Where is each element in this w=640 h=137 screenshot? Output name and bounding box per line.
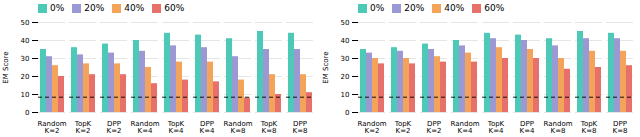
html-text:0%: 0% bbox=[370, 3, 385, 13]
html-text:20%: 20% bbox=[84, 3, 105, 13]
svg-text:RandomK=2: RandomK=2 bbox=[358, 120, 387, 135]
svg-text:0: 0 bbox=[345, 109, 349, 117]
svg-text:DPPK=4: DPPK=4 bbox=[200, 120, 215, 135]
svg-text:10: 10 bbox=[341, 91, 350, 99]
svg-text:20: 20 bbox=[341, 73, 350, 81]
svg-text:DPPK=2: DPPK=2 bbox=[107, 120, 122, 135]
svg-text:EM Score: EM Score bbox=[2, 51, 10, 83]
svg-text:40: 40 bbox=[341, 37, 350, 45]
svg-text:40: 40 bbox=[21, 37, 30, 45]
html-text:60%: 60% bbox=[484, 3, 505, 13]
svg-text:30: 30 bbox=[341, 55, 350, 63]
svg-text:50: 50 bbox=[21, 19, 30, 27]
svg-text:30: 30 bbox=[21, 55, 30, 63]
svg-text:EM Score: EM Score bbox=[322, 51, 330, 83]
html-text:0%: 0% bbox=[50, 3, 65, 13]
svg-text:RandomK=2: RandomK=2 bbox=[38, 120, 67, 135]
svg-text:RandomK=4: RandomK=4 bbox=[451, 120, 480, 135]
html-text:20%: 20% bbox=[404, 3, 425, 13]
html-text:60%: 60% bbox=[164, 3, 185, 13]
html-text:40%: 40% bbox=[444, 3, 465, 13]
html-text:40%: 40% bbox=[124, 3, 145, 13]
svg-text:TopKK=4: TopKK=4 bbox=[167, 120, 185, 135]
svg-text:TopKK=4: TopKK=4 bbox=[487, 120, 505, 135]
svg-text:20: 20 bbox=[21, 73, 30, 81]
svg-text:DPPK=2: DPPK=2 bbox=[427, 120, 442, 135]
svg-text:RandomK=4: RandomK=4 bbox=[131, 120, 160, 135]
svg-text:0: 0 bbox=[25, 109, 29, 117]
svg-text:DPPK=4: DPPK=4 bbox=[520, 120, 535, 135]
svg-text:TopKK=2: TopKK=2 bbox=[394, 120, 412, 135]
svg-text:RandomK=8: RandomK=8 bbox=[544, 120, 573, 135]
svg-text:TopKK=8: TopKK=8 bbox=[580, 120, 598, 135]
svg-text:TopKK=2: TopKK=2 bbox=[74, 120, 92, 135]
svg-text:TopKK=8: TopKK=8 bbox=[260, 120, 278, 135]
svg-text:10: 10 bbox=[21, 91, 30, 99]
svg-text:RandomK=8: RandomK=8 bbox=[224, 120, 253, 135]
svg-text:DPPK=8: DPPK=8 bbox=[613, 120, 628, 135]
svg-text:50: 50 bbox=[341, 19, 350, 27]
svg-text:DPPK=8: DPPK=8 bbox=[293, 120, 308, 135]
